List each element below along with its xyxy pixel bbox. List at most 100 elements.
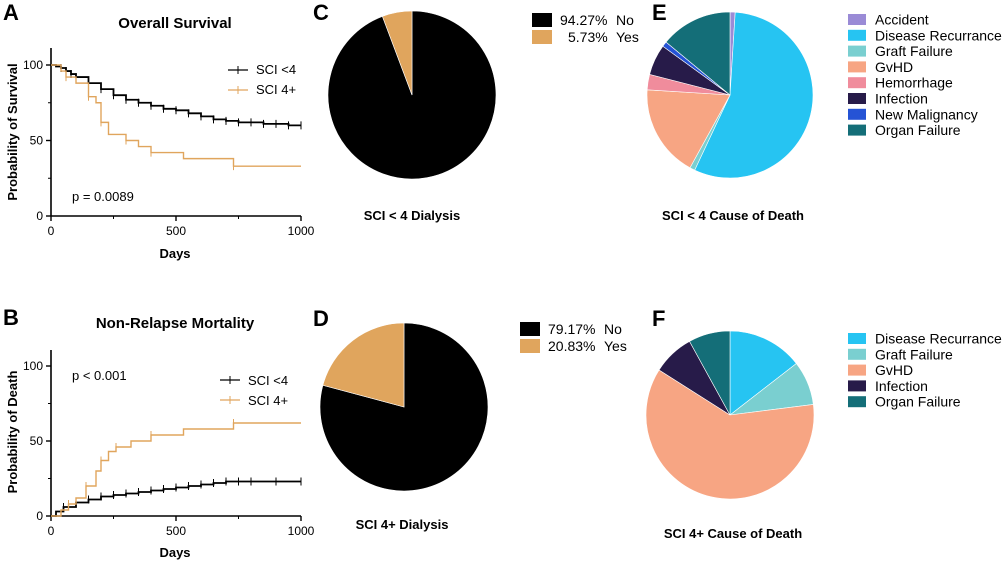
chart-title-d: SCI 4+ Dialysis [356, 517, 449, 532]
legend-pct-yes-c: 5.73% [568, 29, 608, 45]
x-tick-label: 500 [166, 224, 186, 238]
legend-label-organ-failure: Organ Failure [875, 122, 961, 138]
legend-label-disease-recurrance: Disease Recurrance [875, 27, 1002, 43]
y-tick-label: 100 [23, 58, 43, 72]
legend-label-accident: Accident [875, 12, 929, 28]
legend-label-sci-4plus-b: SCI 4+ [248, 393, 288, 408]
pie-slice-no [319, 322, 489, 492]
legend-label-yes-d: Yes [604, 338, 627, 354]
legend-label-disease-recurrance: Disease Recurrance [875, 331, 1002, 347]
x-axis-label-a: Days [159, 246, 190, 261]
legend-swatch-yes-c [532, 30, 552, 44]
legend-label-no-c: No [616, 12, 634, 28]
legend-label-graft-failure: Graft Failure [875, 346, 953, 362]
legend-a: SCI <4 SCI 4+ [228, 62, 296, 97]
legend-label-yes-c: Yes [616, 29, 639, 45]
panel-f-cause-of-death-sci-4plus: F SCI 4+ Cause of Death Disease Recurran… [645, 306, 1002, 541]
p-value-a: p = 0.0089 [72, 189, 134, 204]
pie-slice-organ-failure [689, 330, 731, 416]
pie-slice-gvhd [645, 369, 815, 500]
panel-c-dialysis-sci-lt4: C SCI < 4 Dialysis 94.27% No 5.73% Yes [313, 0, 639, 223]
legend-label-sci-4plus-a: SCI 4+ [256, 82, 296, 97]
pie-slice-disease-recurrance [694, 11, 814, 179]
y-tick-label: 50 [30, 134, 44, 148]
lines-a [51, 64, 302, 171]
legend-pct-no-c: 94.27% [560, 12, 607, 28]
legend-swatch-infection [848, 380, 866, 392]
legend-label-sci-lt4-a: SCI <4 [256, 62, 296, 77]
panel-e-cause-of-death-sci-lt4: E SCI < 4 Cause of Death AccidentDisease… [646, 0, 1002, 223]
pie-slice-organ-failure [665, 11, 731, 96]
x-tick-label: 0 [48, 224, 55, 238]
panel-d-dialysis-sci-4plus: D SCI 4+ Dialysis 79.17% No 20.83% Yes [313, 306, 627, 532]
legend-label-hemorrhage: Hemorrhage [875, 75, 953, 91]
legend-label-no-d: No [604, 321, 622, 337]
y-axis-label-a: Probability of Survival [5, 63, 20, 200]
legend-swatch-organ-failure [848, 124, 866, 136]
legend-label-sci-lt4-b: SCI <4 [248, 373, 288, 388]
panel-label-b: B [3, 305, 19, 330]
panel-label-c: C [313, 0, 329, 25]
y-tick-label: 0 [36, 209, 43, 223]
y-axis-label-b: Probability of Death [5, 371, 20, 494]
y-tick-label: 50 [30, 434, 44, 448]
panel-label-a: A [3, 0, 19, 25]
pie-slice-gvhd [646, 89, 731, 169]
panel-label-d: D [313, 306, 329, 331]
panel-label-f: F [652, 306, 665, 331]
legend-swatch-disease-recurrance [848, 29, 866, 41]
chart-title-c: SCI < 4 Dialysis [364, 208, 460, 223]
series-line-sci-4plus [51, 64, 301, 167]
x-tick-label: 0 [48, 524, 55, 538]
legend-swatch-accident [848, 14, 866, 25]
legend-label-organ-failure: Organ Failure [875, 394, 961, 410]
legend-pct-yes-d: 20.83% [548, 338, 595, 354]
pie-slice-yes [382, 10, 413, 96]
chart-title-f: SCI 4+ Cause of Death [664, 526, 802, 541]
pie-c [327, 10, 497, 180]
legend-d: 79.17% No 20.83% Yes [520, 321, 627, 354]
x-tick-label: 500 [166, 524, 186, 538]
panel-b-non-relapse-mortality: B Non-Relapse Mortality Days Probability… [3, 305, 315, 560]
legend-label-infection: Infection [875, 91, 928, 107]
legend-swatch-graft-failure [848, 348, 866, 360]
legend-swatch-disease-recurrance [848, 333, 866, 344]
chart-title-a: Overall Survival [118, 15, 231, 32]
legend-label-infection: Infection [875, 378, 928, 394]
chart-title-e: SCI < 4 Cause of Death [662, 208, 804, 223]
legend-c: 94.27% No 5.73% Yes [532, 12, 639, 45]
legend-swatch-new-malignancy [848, 108, 866, 120]
legend-label-graft-failure: Graft Failure [875, 43, 953, 59]
panel-a-overall-survival: A Overall Survival Days Probability of S… [3, 0, 315, 261]
legend-swatch-gvhd [848, 364, 866, 376]
legend-pct-no-d: 79.17% [548, 321, 595, 337]
x-tick-label: 1000 [288, 524, 315, 538]
legend-swatch-organ-failure [848, 396, 866, 408]
legend-swatch-graft-failure [848, 45, 866, 57]
legend-swatch-yes-d [520, 339, 540, 353]
legend-swatch-infection [848, 93, 866, 104]
series-line-sci-4plus [51, 422, 301, 517]
legend-b: SCI <4 SCI 4+ [220, 373, 288, 408]
x-tick-label: 1000 [288, 224, 315, 238]
pie-d [319, 322, 489, 492]
legend-swatch-hemorrhage [848, 77, 866, 89]
pie-slice-disease-recurrance [729, 330, 797, 416]
legend-label-gvhd: GvHD [875, 59, 913, 75]
legend-label-gvhd: GvHD [875, 362, 913, 378]
pie-e [646, 11, 814, 179]
panel-label-e: E [652, 0, 667, 25]
legend-swatch-no-d [520, 322, 540, 336]
p-value-b: p < 0.001 [72, 368, 127, 383]
pie-f [645, 330, 815, 500]
y-tick-label: 0 [36, 509, 43, 523]
lines-b [51, 419, 302, 517]
legend-label-new-malignancy: New Malignancy [875, 106, 978, 122]
pie-slice-yes [322, 322, 405, 408]
legend-swatch-gvhd [848, 61, 866, 73]
